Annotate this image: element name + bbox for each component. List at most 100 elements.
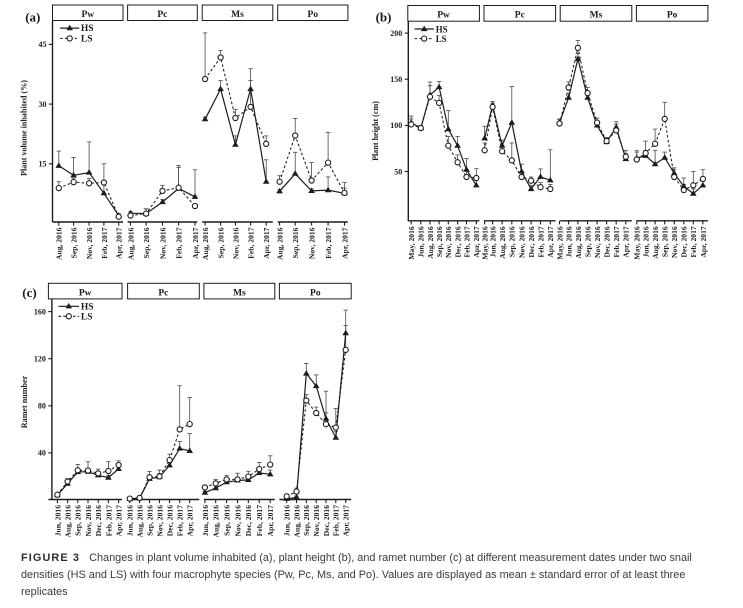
svg-text:Dec, 2016: Dec, 2016 [603, 226, 612, 257]
svg-text:Po: Po [667, 11, 678, 21]
svg-text:Jun, 2016: Jun, 2016 [53, 505, 62, 536]
svg-text:Sep, 2016: Sep, 2016 [584, 226, 593, 257]
svg-text:HS: HS [81, 24, 94, 34]
svg-text:Feb, 2017: Feb, 2017 [255, 505, 264, 536]
svg-text:Nov, 2016: Nov, 2016 [231, 227, 240, 259]
svg-text:(c): (c) [22, 285, 36, 300]
svg-text:Sep, 2016: Sep, 2016 [223, 505, 232, 536]
svg-text:Nov, 2016: Nov, 2016 [444, 226, 453, 258]
svg-text:Ramet number: Ramet number [20, 375, 29, 428]
svg-text:Jun, 2016: Jun, 2016 [642, 226, 651, 257]
svg-text:Nov, 2016: Nov, 2016 [155, 505, 164, 537]
svg-text:160: 160 [34, 307, 46, 316]
svg-text:Sep, 2016: Sep, 2016 [435, 226, 444, 257]
svg-text:Plant volume inhabited (%): Plant volume inhabited (%) [20, 80, 29, 176]
svg-text:Feb, 2017: Feb, 2017 [332, 505, 341, 536]
svg-text:Feb, 2017: Feb, 2017 [689, 226, 698, 257]
svg-text:Aug, 2016: Aug, 2016 [498, 226, 507, 259]
svg-text:Aug, 2016: Aug, 2016 [651, 226, 660, 259]
svg-text:Plant height (cm): Plant height (cm) [371, 101, 380, 161]
svg-text:120: 120 [34, 355, 46, 364]
svg-text:Feb, 2017: Feb, 2017 [536, 226, 545, 257]
svg-text:May, 2016: May, 2016 [633, 226, 642, 260]
svg-text:Pc: Pc [157, 10, 167, 20]
svg-text:Dec, 2016: Dec, 2016 [244, 505, 253, 536]
svg-text:Dec, 2016: Dec, 2016 [680, 226, 689, 257]
svg-text:Aug, 2016: Aug, 2016 [426, 226, 435, 259]
svg-text:Pw: Pw [437, 11, 450, 21]
svg-text:Pw: Pw [79, 288, 92, 298]
svg-text:Jun, 2016: Jun, 2016 [283, 505, 292, 536]
svg-text:15: 15 [39, 160, 47, 169]
svg-text:Sep, 2016: Sep, 2016 [70, 227, 79, 258]
svg-text:Sep, 2016: Sep, 2016 [142, 227, 151, 258]
svg-text:150: 150 [390, 75, 402, 84]
svg-text:Apr, 2017: Apr, 2017 [266, 505, 275, 537]
svg-text:Sep, 2016: Sep, 2016 [74, 505, 83, 536]
svg-text:Aug, 2016: Aug, 2016 [64, 505, 73, 538]
svg-text:HS: HS [436, 24, 448, 34]
svg-text:LS: LS [81, 312, 93, 322]
svg-text:30: 30 [39, 100, 47, 109]
svg-text:Aug, 2016: Aug, 2016 [276, 227, 285, 260]
svg-text:Nov, 2016: Nov, 2016 [158, 227, 167, 259]
svg-text:Nov, 2016: Nov, 2016 [518, 226, 527, 258]
svg-text:Apr, 2017: Apr, 2017 [546, 226, 555, 258]
svg-text:Sep, 2016: Sep, 2016 [291, 227, 300, 258]
svg-text:Aug, 2016: Aug, 2016 [574, 226, 583, 259]
svg-text:Aug, 2016: Aug, 2016 [292, 505, 301, 538]
svg-text:May, 2016: May, 2016 [481, 226, 490, 260]
svg-text:Po: Po [310, 288, 321, 298]
svg-text:Po: Po [308, 10, 319, 20]
svg-text:May, 2016: May, 2016 [407, 226, 416, 260]
svg-text:Apr, 2017: Apr, 2017 [622, 226, 631, 258]
svg-text:Apr, 2017: Apr, 2017 [191, 227, 200, 259]
svg-text:LS: LS [436, 34, 447, 44]
svg-text:Nov, 2016: Nov, 2016 [85, 227, 94, 259]
svg-text:Dec, 2016: Dec, 2016 [322, 505, 331, 536]
svg-text:Ms: Ms [231, 10, 244, 20]
svg-text:May, 2016: May, 2016 [555, 226, 564, 260]
svg-text:Jun, 2016: Jun, 2016 [201, 505, 210, 536]
svg-text:Ms: Ms [233, 288, 246, 298]
svg-text:Apr, 2017: Apr, 2017 [472, 226, 481, 258]
svg-text:Dec, 2016: Dec, 2016 [527, 226, 536, 257]
svg-text:Feb, 2017: Feb, 2017 [462, 226, 471, 257]
svg-text:200: 200 [390, 29, 402, 38]
svg-text:45: 45 [39, 40, 47, 49]
svg-text:Apr, 2017: Apr, 2017 [342, 505, 351, 537]
svg-text:Dec, 2016: Dec, 2016 [166, 505, 175, 536]
svg-text:Aug, 2016: Aug, 2016 [201, 227, 210, 260]
svg-text:Aug, 2016: Aug, 2016 [55, 227, 64, 260]
svg-text:Jun, 2016: Jun, 2016 [489, 226, 498, 257]
svg-text:Dec, 2016: Dec, 2016 [454, 226, 463, 257]
svg-text:Feb, 2017: Feb, 2017 [100, 227, 109, 258]
svg-text:Sep, 2016: Sep, 2016 [302, 505, 311, 536]
svg-text:Nov, 2016: Nov, 2016 [312, 505, 321, 537]
svg-text:Pc: Pc [158, 288, 168, 298]
svg-text:Nov, 2016: Nov, 2016 [233, 505, 242, 537]
svg-text:Sep, 2016: Sep, 2016 [508, 226, 517, 257]
svg-text:HS: HS [81, 302, 94, 312]
svg-text:Feb, 2017: Feb, 2017 [247, 227, 256, 258]
svg-text:Jun, 2016: Jun, 2016 [126, 505, 135, 536]
svg-text:50: 50 [394, 167, 402, 176]
svg-text:(b): (b) [376, 9, 392, 24]
svg-text:Pw: Pw [81, 10, 94, 20]
svg-text:Apr, 2017: Apr, 2017 [340, 227, 349, 259]
svg-text:Pc: Pc [515, 11, 525, 21]
svg-text:Aug, 2016: Aug, 2016 [212, 505, 221, 538]
svg-text:Nov, 2016: Nov, 2016 [308, 227, 317, 259]
svg-text:Jun, 2016: Jun, 2016 [417, 226, 426, 257]
svg-text:40: 40 [38, 449, 46, 458]
svg-text:100: 100 [390, 121, 402, 130]
svg-text:LS: LS [81, 34, 93, 44]
svg-text:Nov, 2016: Nov, 2016 [670, 226, 679, 258]
svg-text:Feb, 2017: Feb, 2017 [324, 227, 333, 258]
svg-text:Jun, 2016: Jun, 2016 [565, 226, 574, 257]
svg-text:Sep, 2016: Sep, 2016 [661, 226, 670, 257]
svg-text:Feb, 2017: Feb, 2017 [104, 505, 113, 536]
svg-text:Feb, 2017: Feb, 2017 [176, 505, 185, 536]
svg-text:Ms: Ms [590, 11, 603, 21]
svg-text:Apr, 2017: Apr, 2017 [115, 505, 124, 537]
